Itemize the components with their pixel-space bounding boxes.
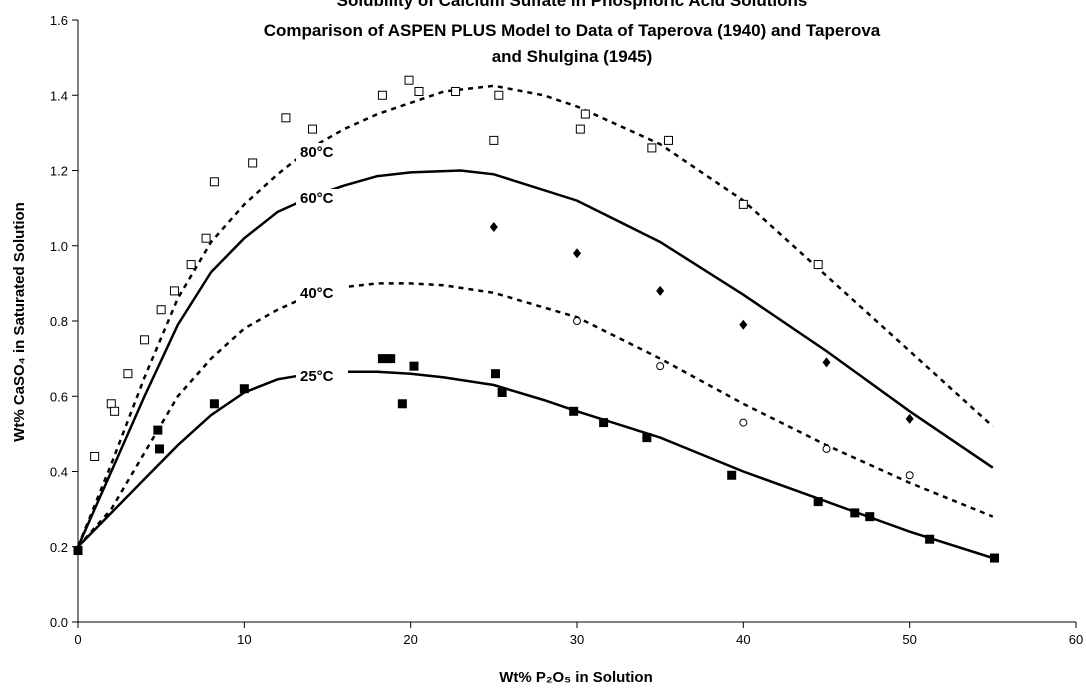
y-tick-label: 0.2: [50, 540, 68, 555]
data-point: [386, 354, 396, 364]
x-axis-label: Wt% P₂O₅ in Solution: [499, 669, 653, 686]
curve-label-bg: [296, 143, 348, 162]
model-curve: [76, 169, 994, 548]
data-point: [186, 260, 196, 270]
x-tick-label: 30: [570, 632, 584, 647]
data-point: [140, 335, 150, 345]
model-curve: [77, 370, 994, 560]
data-point: [739, 319, 748, 330]
data-point: [397, 399, 407, 409]
curve-label-bg: [296, 284, 348, 303]
data-point: [647, 143, 657, 153]
data-point: [656, 362, 665, 371]
curve-label: 25°C: [300, 368, 334, 385]
data-point: [599, 418, 609, 428]
data-point: [905, 413, 914, 424]
data-point: [573, 317, 581, 325]
y-tick-label: 0.8: [50, 314, 68, 329]
data-point: [281, 113, 291, 123]
curve-label: 80°C: [300, 144, 334, 161]
data-point: [865, 512, 875, 522]
data-point: [813, 497, 823, 507]
data-point: [850, 508, 860, 518]
data-point: [822, 357, 831, 368]
data-point: [739, 418, 748, 427]
y-tick-label: 1.2: [50, 164, 68, 179]
data-point: [156, 305, 166, 315]
chart-title: Comparison of ASPEN PLUS Model to Data o…: [264, 21, 881, 40]
data-point: [573, 248, 581, 259]
data-point: [308, 124, 318, 134]
y-tick-label: 1.0: [50, 239, 68, 254]
data-point: [656, 285, 665, 296]
data-point: [489, 221, 498, 232]
y-tick-label: 1.6: [50, 13, 68, 28]
data-point: [209, 177, 219, 187]
data-point: [90, 451, 100, 461]
data-point: [377, 90, 387, 100]
data-point: [153, 425, 163, 435]
data-point: [414, 86, 424, 96]
data-point: [169, 286, 179, 296]
data-point: [110, 406, 120, 416]
chart-title: Solubility of Calcium Sulfate in Phospho…: [337, 0, 808, 10]
data-point: [925, 534, 935, 544]
x-tick-label: 60: [1069, 632, 1083, 647]
data-point: [989, 553, 999, 563]
data-point: [489, 135, 499, 145]
data-point: [155, 444, 165, 454]
data-point: [822, 444, 831, 453]
data-point: [451, 86, 461, 96]
data-point: [409, 361, 419, 371]
y-tick-label: 0.6: [50, 389, 68, 404]
data-point: [106, 399, 116, 409]
data-point: [813, 260, 823, 270]
x-tick-label: 20: [403, 632, 417, 647]
data-point: [239, 384, 249, 394]
curve-label-bg: [296, 189, 348, 208]
curve-label: 40°C: [300, 285, 334, 302]
x-tick-label: 50: [902, 632, 916, 647]
data-point: [642, 433, 652, 443]
data-point: [123, 369, 133, 379]
data-point: [490, 369, 500, 379]
data-point: [377, 354, 387, 364]
data-point: [738, 199, 748, 209]
data-point: [404, 75, 414, 85]
data-point: [497, 387, 507, 397]
y-axis-label: Wt% CaSO₄ in Saturated Solution: [11, 202, 28, 442]
chart-title: and Shulgina (1945): [492, 47, 653, 66]
model-curve: [77, 282, 994, 548]
data-point: [727, 470, 737, 480]
data-point: [905, 471, 914, 480]
data-point: [663, 135, 673, 145]
x-tick-label: 0: [74, 632, 81, 647]
curve-label: 60°C: [300, 190, 334, 207]
y-tick-label: 0.4: [50, 465, 68, 480]
y-tick-label: 0.0: [50, 615, 68, 630]
data-point: [201, 233, 211, 243]
data-point: [494, 90, 504, 100]
data-point: [569, 406, 579, 416]
data-point: [209, 399, 219, 409]
model-curve: [76, 84, 994, 548]
curve-label-bg: [296, 367, 348, 386]
data-point: [575, 124, 585, 134]
x-tick-label: 10: [237, 632, 251, 647]
data-point: [248, 158, 258, 168]
x-tick-label: 40: [736, 632, 750, 647]
data-point: [73, 546, 83, 556]
data-point: [580, 109, 590, 119]
y-tick-label: 1.4: [50, 88, 68, 103]
